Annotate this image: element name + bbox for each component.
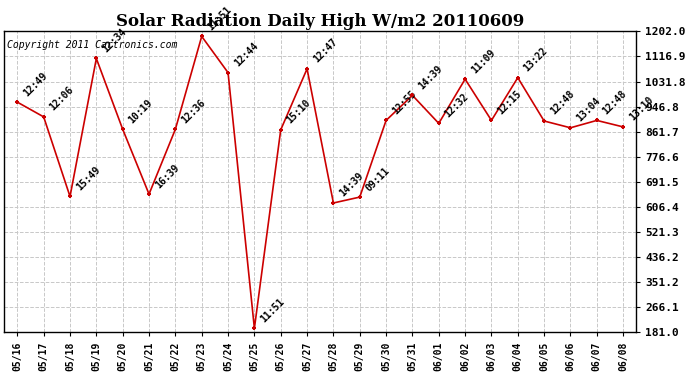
Text: 11:51: 11:51 xyxy=(206,4,234,32)
Text: 11:09: 11:09 xyxy=(469,47,497,75)
Point xyxy=(591,117,602,123)
Point xyxy=(328,200,339,206)
Point xyxy=(354,194,365,200)
Point xyxy=(117,126,128,132)
Point xyxy=(223,70,234,76)
Text: 09:11: 09:11 xyxy=(364,165,392,193)
Point xyxy=(512,75,523,81)
Point xyxy=(460,76,471,82)
Point xyxy=(565,125,576,131)
Point xyxy=(407,92,418,98)
Text: 12:55: 12:55 xyxy=(391,88,418,116)
Text: 16:39: 16:39 xyxy=(153,162,181,190)
Point xyxy=(170,126,181,132)
Text: 12:06: 12:06 xyxy=(48,85,76,113)
Text: 13:10: 13:10 xyxy=(627,95,655,123)
Text: 14:39: 14:39 xyxy=(337,171,366,199)
Point xyxy=(144,191,155,197)
Point xyxy=(12,99,23,105)
Text: 13:04: 13:04 xyxy=(575,96,602,124)
Text: 15:10: 15:10 xyxy=(285,98,313,126)
Text: Copyright 2011 Cartronics.com: Copyright 2011 Cartronics.com xyxy=(8,40,178,50)
Text: 12:32: 12:32 xyxy=(443,92,471,119)
Text: 10:19: 10:19 xyxy=(127,97,155,125)
Text: 14:39: 14:39 xyxy=(417,63,444,91)
Text: 12:48: 12:48 xyxy=(601,88,629,116)
Point xyxy=(618,124,629,130)
Point xyxy=(486,117,497,123)
Text: 12:15: 12:15 xyxy=(495,88,524,116)
Text: 12:44: 12:44 xyxy=(233,40,260,69)
Point xyxy=(64,194,75,200)
Text: 11:51: 11:51 xyxy=(259,296,286,324)
Point xyxy=(275,127,286,133)
Text: 12:49: 12:49 xyxy=(21,70,50,98)
Point xyxy=(249,325,260,331)
Title: Solar Radiation Daily High W/m2 20110609: Solar Radiation Daily High W/m2 20110609 xyxy=(116,13,524,30)
Point xyxy=(196,33,207,39)
Text: 12:47: 12:47 xyxy=(311,37,339,64)
Point xyxy=(302,66,313,72)
Text: 12:36: 12:36 xyxy=(179,97,208,125)
Text: 13:22: 13:22 xyxy=(522,46,550,74)
Point xyxy=(91,56,102,62)
Point xyxy=(433,120,444,126)
Text: 15:49: 15:49 xyxy=(75,165,102,192)
Point xyxy=(381,117,392,123)
Text: 12:34: 12:34 xyxy=(101,27,128,54)
Point xyxy=(539,118,550,124)
Text: 12:48: 12:48 xyxy=(549,89,576,117)
Point xyxy=(38,114,49,120)
